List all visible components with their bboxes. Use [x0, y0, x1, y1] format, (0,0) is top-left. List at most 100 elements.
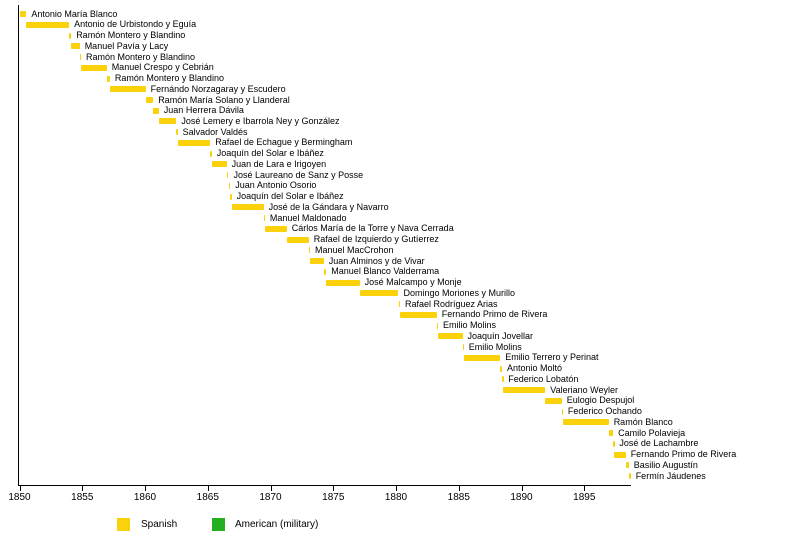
term-bar	[308, 247, 311, 254]
governor-label: Rafael Rodríguez Arias	[405, 298, 498, 309]
term-bar	[438, 333, 463, 340]
governor-label: Emilio Molins	[468, 341, 522, 352]
governor-label: Juan de Lara e Irigoyen	[231, 158, 327, 169]
legend-label-spanish: Spanish	[141, 519, 178, 530]
term-bar	[145, 97, 154, 103]
term-bar	[210, 150, 212, 157]
term-bar	[462, 344, 464, 351]
term-bar	[176, 129, 178, 136]
governor-label: Federico Ochando	[567, 406, 642, 417]
term-bar	[545, 397, 562, 404]
governor-label: Juan Antonio Osorio	[235, 180, 317, 191]
term-bar	[502, 376, 504, 383]
term-bar	[69, 32, 72, 39]
governor-label: Camilo Polavieja	[618, 427, 686, 438]
governor-label: José de Lachambre	[619, 438, 699, 449]
governor-label: Salvador Valdés	[182, 126, 248, 137]
term-bar	[326, 279, 360, 286]
governor-label: Juan Herrera Dávila	[163, 105, 244, 116]
y-axis-line	[18, 5, 19, 485]
governor-label: Valeriano Weyler	[550, 384, 618, 395]
governor-label: Manuel Pavía y Lacy	[84, 40, 169, 51]
x-axis-tick	[396, 485, 397, 491]
x-axis-tick-label: 1890	[510, 492, 533, 503]
governor-label: José Lemery e Ibarrola Ney y González	[181, 115, 340, 126]
term-bar	[628, 473, 631, 479]
governor-label: Basilio Augustín	[633, 459, 698, 470]
x-axis-tick-label: 1860	[133, 492, 157, 503]
governor-label: Manuel Crespo y Cebrián	[111, 62, 214, 73]
term-bar	[323, 268, 327, 275]
term-bar	[500, 365, 503, 372]
legend-label-american: American (military)	[235, 519, 319, 530]
governor-label: Manuel MacCrohon	[315, 244, 394, 255]
term-bar	[158, 118, 177, 125]
legend-swatch-spanish	[117, 518, 130, 531]
governor-label: Eulogio Despujol	[566, 395, 635, 406]
governor-label: Rafael de Izquierdo y Gutíerrez	[313, 234, 439, 245]
x-axis-tick-label: 1885	[447, 492, 470, 503]
x-axis-tick	[270, 485, 272, 491]
governor-label: Ramón Montero y Blandino	[114, 73, 224, 83]
governor-label: Ramón Montero y Blandino	[86, 51, 196, 62]
x-axis-tick	[458, 485, 460, 491]
x-axis-tick-label: 1850	[8, 492, 31, 503]
governor-label: Manuel Blanco Valderrama	[331, 266, 440, 277]
x-axis-tick-label: 1865	[196, 492, 219, 503]
term-bar	[211, 161, 227, 168]
term-bar	[286, 236, 309, 243]
term-bar	[613, 440, 615, 447]
term-bar	[463, 354, 501, 361]
x-axis-tick-label: 1855	[71, 492, 94, 503]
term-bar	[263, 215, 266, 222]
governor-label: Ramón María Solano y Llanderal	[158, 94, 290, 105]
governor-label: Cárlos María de la Torre y Nava Cerrada	[291, 223, 454, 234]
term-bar	[310, 258, 324, 265]
term-bar	[436, 322, 439, 329]
governor-label: José de la Gándara y Navarro	[268, 201, 389, 212]
term-bar	[71, 43, 80, 50]
term-bar	[503, 387, 546, 394]
governor-label: José Laureano de Sanz y Posse	[233, 169, 364, 180]
governor-label: Antonio María Blanco	[31, 8, 118, 19]
term-bar	[106, 75, 110, 82]
term-bar	[625, 462, 629, 469]
term-bar	[226, 172, 229, 179]
term-bar	[177, 139, 211, 146]
governor-label: Manuel Maldonado	[269, 212, 347, 223]
governor-label: Joaquín Jovellar	[467, 330, 534, 341]
governor-label: Domingo Moriones y Murillo	[403, 287, 516, 298]
term-bar	[231, 204, 264, 211]
term-bar	[26, 21, 70, 28]
governor-label: José Malcampo y Monje	[364, 277, 462, 288]
x-axis-tick	[207, 485, 209, 491]
x-axis-tick	[521, 485, 523, 491]
governor-label: Federico Lobatón	[508, 373, 579, 384]
term-bar	[153, 107, 159, 114]
governor-label: Emilio Terrero y Perinat	[505, 352, 599, 363]
term-bar	[614, 451, 626, 458]
legend-swatch-american	[212, 518, 225, 531]
x-axis-line	[18, 485, 631, 486]
governor-label: Fernando Primo de Rivera	[630, 449, 737, 459]
term-bar	[398, 301, 400, 308]
term-bar	[359, 290, 399, 297]
term-bar	[608, 430, 614, 437]
governor-label: Rafael de Echague y Bermingham	[215, 137, 353, 148]
x-axis-tick	[82, 485, 84, 491]
x-axis-tick	[333, 485, 335, 491]
governor-label: Fernándo Norzagaray y Escudero	[150, 83, 286, 94]
term-bar	[264, 225, 287, 232]
term-bar	[400, 311, 437, 318]
governor-label: Fermín Jáudenes	[635, 470, 706, 481]
x-axis-tick	[145, 485, 146, 491]
term-bar	[561, 408, 564, 415]
x-axis-tick	[584, 485, 586, 491]
governor-label: Joaquín del Solar e Ibáñez	[216, 148, 324, 159]
term-bar	[79, 54, 82, 60]
x-axis-tick-label: 1870	[259, 492, 282, 503]
governor-label: Juan Alminos y de Vivar	[328, 255, 425, 266]
term-bar	[19, 11, 27, 17]
term-bar	[562, 419, 609, 426]
